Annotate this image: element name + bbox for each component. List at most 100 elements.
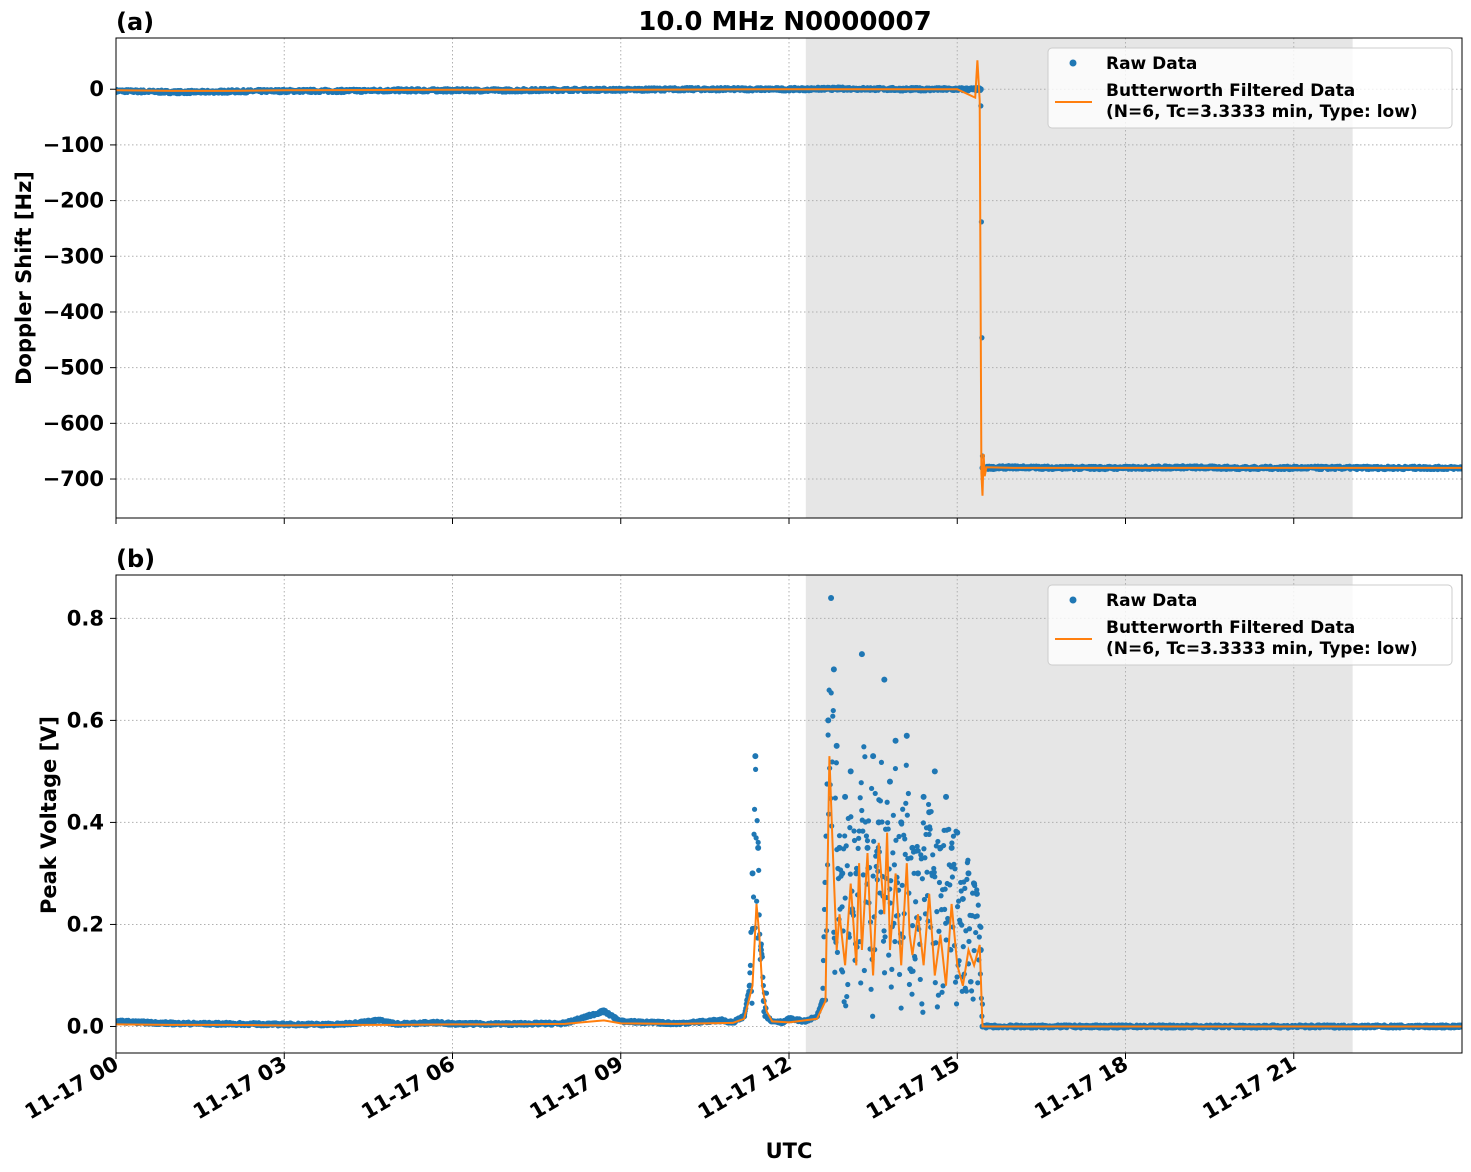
raw-data-point bbox=[832, 969, 838, 975]
raw-data-point bbox=[913, 899, 919, 905]
raw-data-point bbox=[920, 820, 926, 826]
raw-data-point bbox=[891, 862, 897, 868]
raw-data-point bbox=[881, 676, 888, 683]
raw-data-point bbox=[968, 988, 975, 994]
raw-data-point bbox=[853, 865, 860, 871]
raw-data-point bbox=[860, 828, 866, 834]
panel-b: (b) 0.00.20.40.60.8 Peak Voltage [V] Raw… bbox=[37, 545, 1463, 1059]
raw-data-point bbox=[966, 938, 972, 945]
raw-data-point bbox=[749, 1000, 755, 1006]
raw-data-point bbox=[833, 742, 840, 749]
raw-data-point bbox=[919, 1001, 925, 1007]
raw-data-point bbox=[959, 895, 966, 902]
raw-data-point bbox=[892, 737, 899, 744]
raw-data-point bbox=[858, 651, 865, 658]
raw-data-point bbox=[904, 733, 910, 739]
raw-data-point bbox=[851, 837, 858, 844]
raw-data-point bbox=[956, 898, 962, 904]
raw-data-point bbox=[838, 873, 844, 879]
raw-data-point bbox=[933, 843, 939, 849]
raw-data-point bbox=[914, 843, 920, 850]
raw-data-point bbox=[926, 831, 932, 837]
raw-data-point bbox=[882, 934, 888, 940]
y-tick-label: −700 bbox=[43, 467, 104, 491]
raw-data-point bbox=[862, 754, 868, 760]
raw-data-point bbox=[881, 970, 888, 976]
raw-data-point bbox=[877, 798, 884, 804]
raw-data-point bbox=[943, 937, 949, 943]
raw-data-point bbox=[843, 843, 849, 849]
raw-data-point bbox=[820, 957, 827, 964]
raw-data-point bbox=[924, 869, 930, 875]
raw-data-point bbox=[892, 765, 899, 772]
raw-data-point bbox=[927, 826, 933, 832]
raw-data-point bbox=[968, 979, 974, 985]
raw-data-point bbox=[839, 904, 845, 910]
raw-data-point bbox=[917, 976, 923, 983]
raw-data-point bbox=[837, 867, 844, 873]
raw-data-point bbox=[861, 744, 867, 750]
legend-filtered-label-line2: (N=6, Tc=3.3333 min, Type: low) bbox=[1106, 102, 1418, 122]
raw-data-point bbox=[954, 974, 960, 980]
raw-data-point bbox=[753, 835, 759, 841]
raw-data-point bbox=[830, 666, 837, 673]
raw-data-point bbox=[864, 844, 871, 851]
y-tick-label: −300 bbox=[43, 244, 104, 268]
raw-data-point bbox=[842, 895, 848, 901]
raw-data-point bbox=[881, 928, 887, 934]
y-tick-label: −400 bbox=[43, 300, 104, 324]
raw-data-point bbox=[925, 801, 932, 808]
raw-data-point bbox=[828, 690, 834, 696]
raw-data-point bbox=[886, 952, 892, 958]
raw-data-point bbox=[898, 1005, 904, 1011]
raw-data-point bbox=[865, 818, 872, 824]
filtered-data-line bbox=[116, 60, 1462, 496]
raw-data-point bbox=[940, 983, 946, 989]
raw-data-point bbox=[885, 820, 891, 826]
panel-a-legend: Raw Data Butterworth Filtered Data (N=6,… bbox=[1047, 47, 1453, 129]
legend-raw-marker bbox=[1069, 59, 1077, 67]
raw-data-point bbox=[909, 991, 915, 997]
raw-data-point bbox=[878, 909, 884, 915]
raw-data-point bbox=[942, 906, 948, 912]
raw-data-point bbox=[976, 934, 982, 940]
raw-data-point bbox=[965, 857, 971, 863]
raw-data-point bbox=[829, 759, 835, 765]
raw-data-point bbox=[859, 807, 865, 814]
raw-data-point bbox=[870, 1013, 876, 1019]
raw-data-point bbox=[828, 594, 835, 601]
raw-data-point bbox=[953, 1001, 960, 1007]
raw-data-point bbox=[840, 969, 846, 975]
raw-data-point bbox=[754, 818, 760, 824]
raw-data-point bbox=[858, 780, 864, 786]
raw-data-point bbox=[921, 846, 927, 852]
raw-data-point bbox=[830, 707, 836, 714]
raw-data-point bbox=[833, 760, 839, 766]
raw-data-point bbox=[836, 833, 843, 839]
raw-data-point bbox=[931, 865, 937, 872]
raw-data-point bbox=[909, 844, 916, 851]
raw-data-point bbox=[935, 992, 942, 998]
raw-data-point bbox=[978, 924, 984, 930]
raw-data-point bbox=[890, 850, 896, 856]
raw-data-point bbox=[763, 990, 770, 996]
raw-data-point bbox=[963, 988, 969, 994]
raw-data-point bbox=[932, 874, 938, 880]
raw-data-point bbox=[975, 902, 981, 908]
raw-data-point bbox=[890, 812, 896, 818]
raw-data-point bbox=[970, 996, 976, 1002]
raw-data-point bbox=[752, 753, 759, 760]
raw-data-point bbox=[899, 821, 905, 827]
raw-data-point bbox=[915, 848, 921, 854]
y-tick-label: −600 bbox=[43, 411, 104, 435]
raw-data-point bbox=[920, 793, 927, 800]
raw-data-point bbox=[830, 713, 836, 719]
y-tick-label: −200 bbox=[43, 189, 104, 213]
raw-data-point bbox=[832, 795, 838, 801]
y-tick-label: −500 bbox=[43, 356, 104, 380]
panel-a: (a) 0−100−200−300−400−500−600−700 Dopple… bbox=[12, 8, 1463, 524]
raw-data-point bbox=[964, 876, 970, 882]
raw-data-point bbox=[951, 861, 957, 867]
raw-data-point bbox=[975, 980, 981, 986]
